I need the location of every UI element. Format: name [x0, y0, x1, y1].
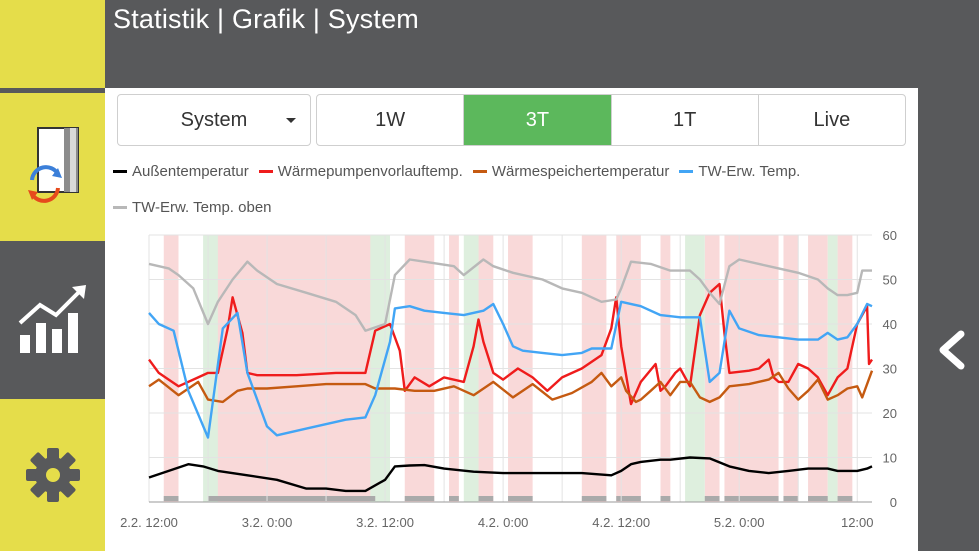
series-line [148, 282, 873, 406]
x-tick-label: 4.2. 0:00 [478, 515, 529, 530]
bar-chart-trend-icon [18, 285, 86, 353]
y-tick-label: 60 [883, 228, 897, 243]
page-title: Statistik | Grafik | System [113, 4, 419, 34]
range-button-live[interactable]: Live [813, 108, 851, 131]
legend-swatch [113, 205, 127, 209]
series-line [148, 258, 872, 332]
legend-label: Wärmepumpenvorlauftemp. [277, 162, 463, 180]
series-line [148, 370, 874, 404]
range-button-1t[interactable]: 1T [612, 95, 759, 145]
y-tick-label: 0 [890, 495, 897, 510]
chart-panel: System 1W 3T 1T Live Außentemperatur Wärm… [105, 88, 918, 551]
state-strip [704, 496, 720, 501]
time-range-selector: 1W 3T 1T Live [316, 94, 906, 146]
y-tick-label: 50 [883, 273, 897, 288]
temperature-chart: 0 10 20 30 40 50 60 2.2. 12:00 3.2. 0:00 3.2. 12:… [120, 228, 897, 530]
legend-label: Außentemperatur [132, 162, 249, 180]
legend-item[interactable]: TW-Erw. Temp. [679, 160, 800, 182]
chevron-down-icon [286, 118, 296, 123]
state-strip [478, 496, 494, 501]
gear-icon [25, 448, 80, 502]
view-select-value: System [180, 108, 248, 131]
logo-tile [0, 0, 105, 88]
state-strip [808, 496, 828, 501]
x-tick-label: 4.2. 12:00 [592, 515, 650, 530]
sidebar-item-system-overview[interactable] [0, 93, 105, 241]
legend-item[interactable]: Außentemperatur [113, 160, 249, 182]
legend-item[interactable]: Wärmepumpenvorlauftemp. [258, 160, 463, 182]
x-tick-label: 5.2. 0:00 [714, 515, 765, 530]
sidebar-item-settings[interactable] [0, 399, 105, 551]
chevron-left-icon[interactable] [935, 330, 969, 370]
state-strip [508, 496, 533, 501]
legend-item[interactable]: TW-Erw. Temp. oben [113, 196, 272, 218]
chart-legend: Außentemperatur Wärmepumpenvorlauftemp. Wä… [113, 160, 913, 218]
y-tick-label: 30 [883, 362, 897, 377]
x-tick-label: 12:00 [841, 515, 874, 530]
series-line [148, 456, 873, 493]
series-line [148, 300, 873, 439]
y-tick-label: 20 [883, 406, 897, 421]
heat-pump-cycle-icon [27, 127, 79, 203]
range-button-1w[interactable]: 1W [317, 95, 465, 145]
state-strip [208, 496, 376, 501]
state-strip [581, 496, 607, 501]
state-strip [783, 496, 799, 501]
state-strip [616, 496, 641, 501]
view-select[interactable]: System [117, 94, 311, 146]
legend-swatch [679, 169, 694, 173]
y-tick-label: 40 [883, 317, 897, 332]
x-tick-label: 2.2. 12:00 [120, 515, 178, 530]
state-strip [724, 496, 779, 501]
legend-swatch [472, 169, 487, 173]
legend-item[interactable]: Wärmespeichertemperatur [472, 160, 670, 182]
legend-label: TW-Erw. Temp. oben [132, 198, 272, 216]
state-strip [163, 496, 179, 501]
state-strip [837, 496, 853, 501]
range-button-3t[interactable]: 3T [464, 95, 612, 145]
sidebar-item-statistics[interactable] [0, 246, 105, 394]
legend-label: TW-Erw. Temp. [698, 162, 801, 180]
legend-label: Wärmespeichertemperatur [491, 162, 670, 180]
state-strip [404, 496, 435, 501]
legend-swatch [258, 169, 273, 173]
state-strip [449, 496, 459, 501]
x-tick-label: 3.2. 0:00 [242, 515, 293, 530]
y-tick-label: 10 [883, 451, 897, 466]
x-tick-label: 3.2. 12:00 [356, 515, 414, 530]
state-strip [660, 496, 671, 501]
legend-swatch [113, 169, 127, 173]
